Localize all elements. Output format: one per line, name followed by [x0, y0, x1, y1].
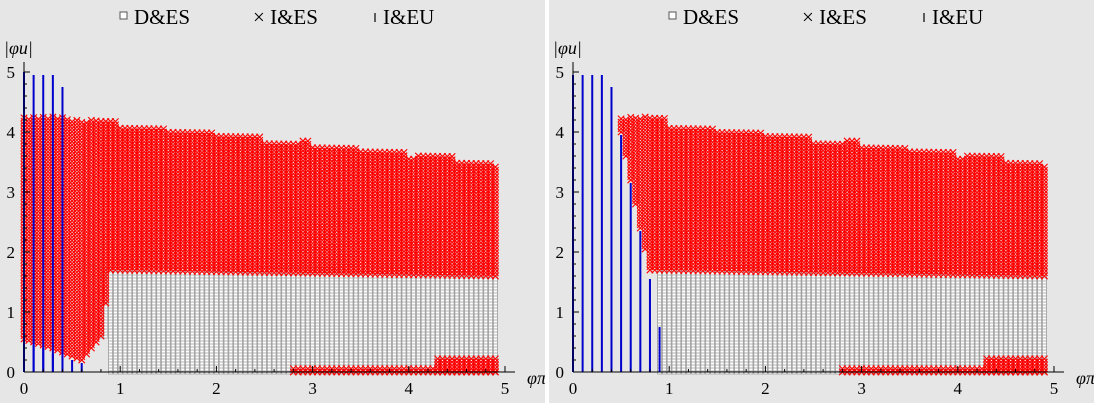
- chart-panel-left: 0 1 2 3 4 5 0 1 2 3 4 5 |φu| φπ D&ES × I&ES I&EU: [0, 0, 545, 403]
- des-markers: [98, 267, 498, 375]
